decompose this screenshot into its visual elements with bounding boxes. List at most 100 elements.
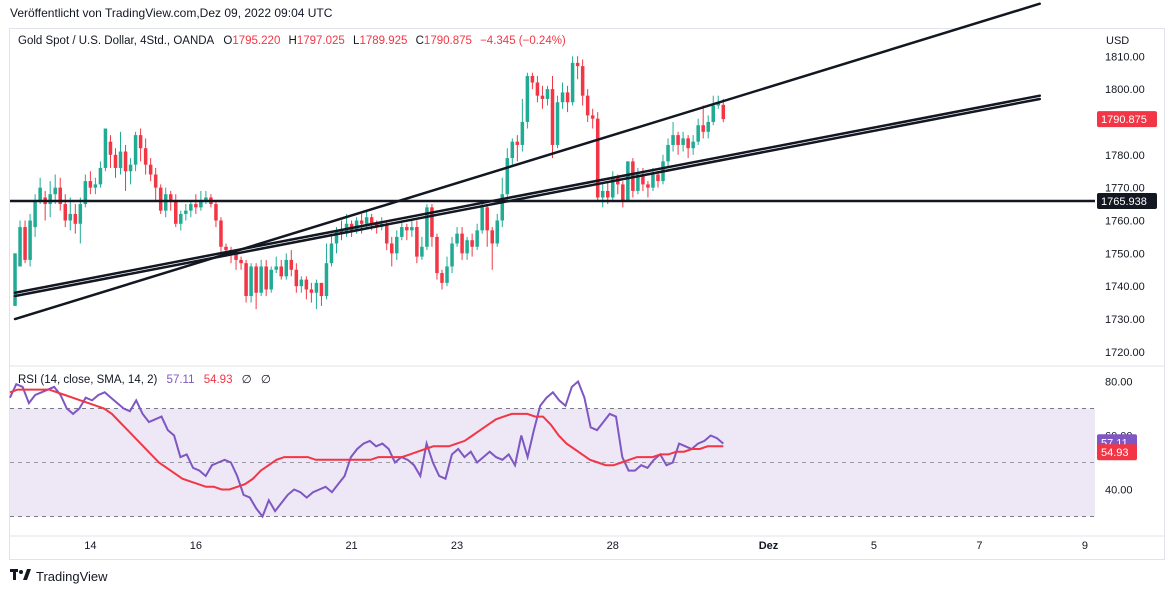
candle-body [651, 174, 655, 188]
time-tick-label: Dez [759, 540, 779, 552]
candle-body [535, 82, 540, 96]
candle-body [163, 194, 168, 211]
rsi-na-1: ∅ [241, 374, 252, 386]
candle-body [480, 207, 484, 231]
candle-body [410, 227, 414, 231]
candle-body [244, 263, 248, 297]
candle-body [621, 184, 625, 201]
rsi-sma-line [9, 388, 724, 491]
tradingview-logo-icon [10, 569, 32, 584]
candle-body [103, 128, 108, 168]
candle-body [354, 220, 359, 231]
candle-body [550, 89, 555, 145]
candle-body [239, 259, 243, 264]
trendline [13, 2, 1041, 321]
candle-body [143, 148, 148, 165]
candle-body [98, 167, 103, 185]
candle-body [575, 62, 580, 67]
candle-body [58, 187, 62, 205]
time-tick-label: 5 [871, 540, 877, 552]
candle-body [299, 279, 304, 287]
candle-body [435, 236, 439, 274]
candle-body [324, 263, 329, 297]
candle-body [390, 243, 394, 254]
time-tick-label: 23 [451, 540, 463, 552]
time-tick-label: 14 [84, 540, 96, 552]
candle-body [595, 118, 600, 198]
change-value: −4.345 (−0.24%) [480, 35, 566, 47]
candle-body [184, 210, 188, 214]
candle-body [495, 220, 500, 244]
candle-body [309, 289, 314, 293]
candle-body [304, 279, 309, 290]
price-label-badge [1097, 111, 1157, 128]
candle-body [279, 266, 284, 277]
candle-body [269, 269, 273, 290]
candle-body [585, 95, 590, 116]
candle-body [696, 125, 700, 142]
candle-body [520, 121, 525, 145]
time-tick-label: 16 [190, 540, 202, 552]
candle-body [189, 204, 193, 211]
candle-body [369, 217, 374, 224]
candle-body [465, 240, 469, 254]
candle-body [314, 282, 319, 293]
open-value: 1795.220 [232, 35, 281, 47]
candle-body [515, 141, 520, 145]
candle-body [214, 204, 218, 221]
symbol-title[interactable]: Gold Spot / U.S. Dollar, 4Std., OANDA [18, 35, 215, 47]
rsi-sma-badge [1097, 444, 1137, 461]
high-label: H [288, 35, 297, 47]
rsi-tick-label: 40.00 [1105, 485, 1133, 497]
candle-body [28, 220, 32, 260]
candle-body [445, 266, 449, 283]
rsi-title[interactable]: RSI (14, close, SMA, 14, 2) [18, 374, 158, 386]
rsi-sma-value: 54.93 [203, 374, 233, 386]
candle-body [701, 125, 705, 132]
candle-body [460, 233, 464, 254]
candle-body [626, 161, 630, 201]
candle-body [329, 243, 334, 264]
candle-body [510, 141, 515, 159]
candle-body [475, 230, 479, 247]
candle-body [33, 200, 37, 228]
candle-body [194, 204, 198, 208]
candle-body [530, 75, 535, 83]
price-legend: Gold Spot / U.S. Dollar, 4Std., OANDA O1… [18, 35, 571, 47]
candle-body [18, 227, 22, 267]
candle-body [274, 266, 278, 270]
candle-body [711, 105, 715, 122]
low-value: 1789.925 [359, 35, 408, 47]
time-tick-label: 9 [1082, 540, 1088, 552]
candle-body [359, 220, 364, 224]
time-tick-label: 7 [976, 540, 982, 552]
candle-body [179, 213, 183, 224]
candle-body [590, 115, 595, 119]
currency-label: USD [1106, 35, 1129, 47]
candle-body [219, 220, 223, 247]
candle-body [38, 187, 42, 201]
candle-body [53, 187, 57, 195]
candle-body [23, 227, 27, 260]
candle-body [395, 236, 399, 254]
candle-body [88, 181, 93, 188]
candle-body [249, 266, 253, 297]
rsi-line [9, 379, 724, 519]
close-label: C [415, 35, 424, 47]
candle-body [470, 240, 474, 247]
candle-body [78, 204, 83, 224]
candle-body [158, 187, 163, 211]
candle-body [525, 75, 530, 122]
candle-body [289, 259, 294, 270]
candle-body [63, 204, 68, 221]
candle-body [691, 141, 695, 149]
candle-body [83, 181, 88, 205]
rsi-sma-badge-text: 54.93 [1101, 447, 1129, 459]
low-label: L [353, 35, 360, 47]
high-value: 1797.025 [296, 35, 345, 47]
chart-frame[interactable] [9, 28, 1165, 560]
time-tick-label: 21 [345, 540, 357, 552]
footer-brand[interactable]: TradingView [36, 569, 108, 584]
candle-body [676, 135, 680, 145]
